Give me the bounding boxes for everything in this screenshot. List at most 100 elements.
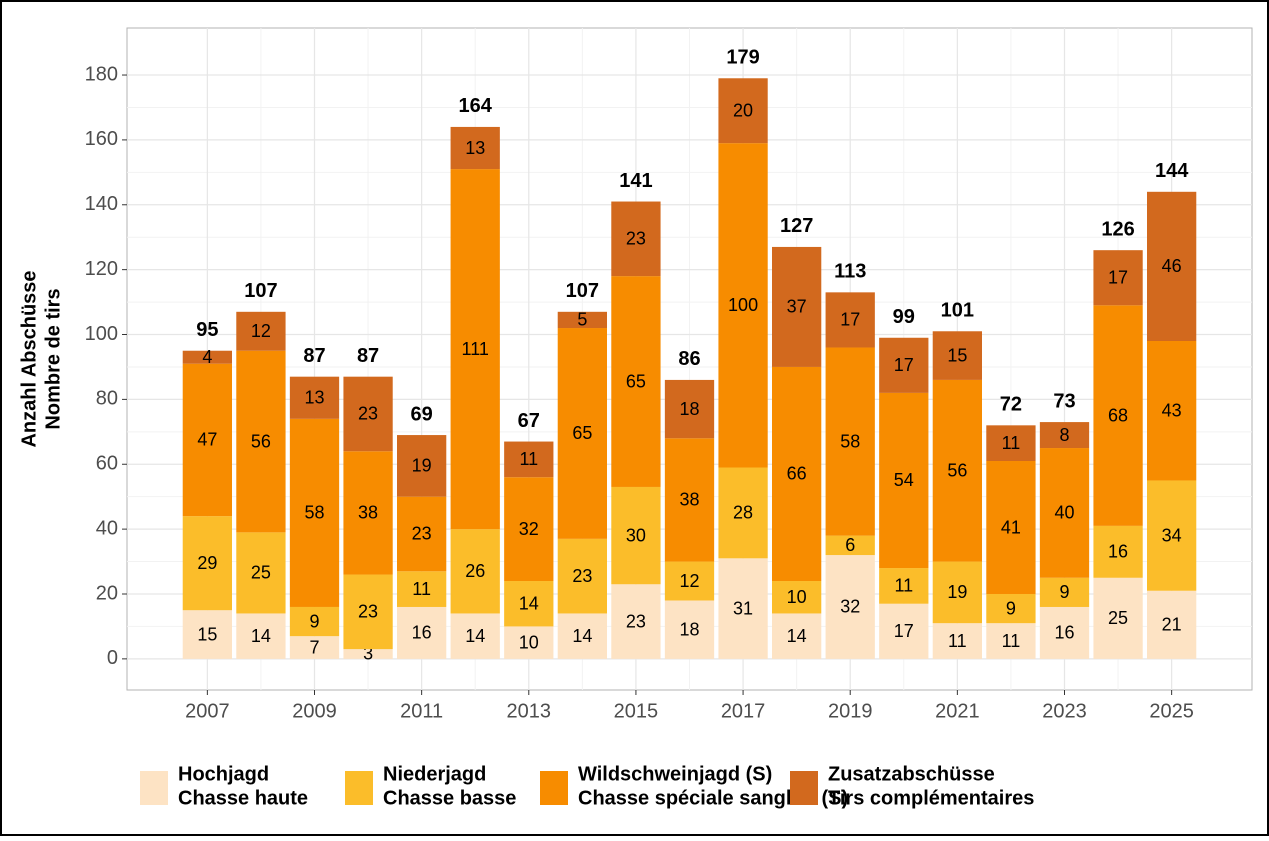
bar-segment [557,328,607,539]
bar-segment [289,376,340,419]
x-tick-label: 2013 [507,700,552,722]
bar-segment [986,461,1036,594]
segment-label: 41 [1001,517,1021,537]
bar-segment [986,425,1036,462]
x-tick-label: 2019 [828,700,873,722]
segment-label: 4 [202,347,212,367]
bar-segment [1093,525,1143,578]
total-label: 107 [566,280,599,302]
segment-label: 9 [309,611,319,631]
bar-segment [289,636,340,659]
segment-label: 56 [947,460,967,480]
bar-segment [289,418,340,607]
total-label: 87 [303,345,325,367]
bar-segment [236,350,286,533]
bar-segment [1093,577,1143,659]
segment-label: 38 [679,490,699,510]
legend-label: Zusatzabschüsse [828,763,995,785]
total-label: 72 [1000,394,1022,416]
bar-segment [1039,606,1090,659]
bar-segment [1093,305,1143,526]
segment-label: 11 [519,449,538,469]
bar-segment [825,555,875,659]
bar-segment [879,392,929,569]
y-tick-label: 60 [96,453,118,475]
segment-label: 11 [412,579,431,599]
legend-item: Wildschweinjagd (S)Chasse spéciale sangl… [540,763,848,809]
segment-label: 32 [519,519,539,539]
total-label: 69 [411,403,433,425]
segment-label: 66 [787,464,807,484]
segment-label: 10 [787,587,807,607]
bar-segment [343,574,393,650]
segment-label: 16 [1054,623,1074,643]
segment-label: 25 [251,563,271,583]
segment-label: 14 [787,626,807,646]
segment-label: 37 [787,297,807,317]
bar-segment [986,593,1036,624]
segment-label: 32 [840,597,860,617]
legend-key [790,771,818,805]
bar-segment [664,561,715,601]
segment-label: 16 [412,623,432,643]
bar-segment [557,538,607,614]
segment-label: 14 [465,626,485,646]
bar-segment [932,561,982,624]
legend-label: Hochjagd [178,763,269,785]
legend-label: Tirs complémentaires [828,787,1034,809]
legend-label: Chasse haute [178,787,308,809]
segment-label: 11 [948,631,967,651]
segment-label: 40 [1054,503,1074,523]
y-tick-label: 120 [85,258,118,280]
bar-segment [664,438,715,562]
y-tick-label: 20 [96,582,118,604]
bar-segment [557,613,607,659]
segment-label: 15 [197,624,217,644]
bar-segment [182,363,232,517]
bar-segment [182,516,232,611]
segment-label: 26 [465,561,485,581]
segment-label: 23 [412,524,432,544]
bar-segment [1093,250,1143,306]
segment-label: 5 [577,310,587,330]
segment-label: 58 [840,431,860,451]
segment-label: 14 [251,626,271,646]
segment-label: 65 [626,371,646,391]
y-tick-label: 160 [85,128,118,150]
segment-label: 17 [894,355,914,375]
segment-label: 23 [358,602,378,622]
y-label-line: Anzahl Abschüsse [18,270,40,447]
segment-label: 46 [1162,256,1182,276]
bar-segment [825,347,875,536]
segment-label: 25 [1108,608,1128,628]
segment-label: 20 [733,100,753,120]
bar-segment [611,276,661,487]
segment-label: 17 [840,310,860,330]
bar-segment [664,600,715,659]
bar-segment [182,350,232,364]
y-tick-label: 80 [96,388,118,410]
segment-label: 17 [894,621,914,641]
segment-label: 23 [626,611,646,631]
bar-segment [236,613,286,659]
bar-segment [504,581,554,627]
segment-label: 18 [679,619,699,639]
legend-label: Niederjagd [383,763,486,785]
bar-segment [236,532,286,614]
bar-segment [879,337,929,393]
x-tick-label: 2011 [400,700,443,722]
legend-label: Chasse basse [383,787,516,809]
y-tick-label: 140 [85,193,118,215]
bar-segment [772,246,822,367]
x-tick-label: 2009 [292,700,337,722]
segment-label: 58 [304,503,324,523]
bar-segment [718,467,768,559]
bar-segment [397,435,447,497]
segment-label: 30 [626,525,646,545]
total-label: 67 [518,410,540,432]
total-label: 101 [941,300,974,322]
bar-segment [1147,340,1197,481]
